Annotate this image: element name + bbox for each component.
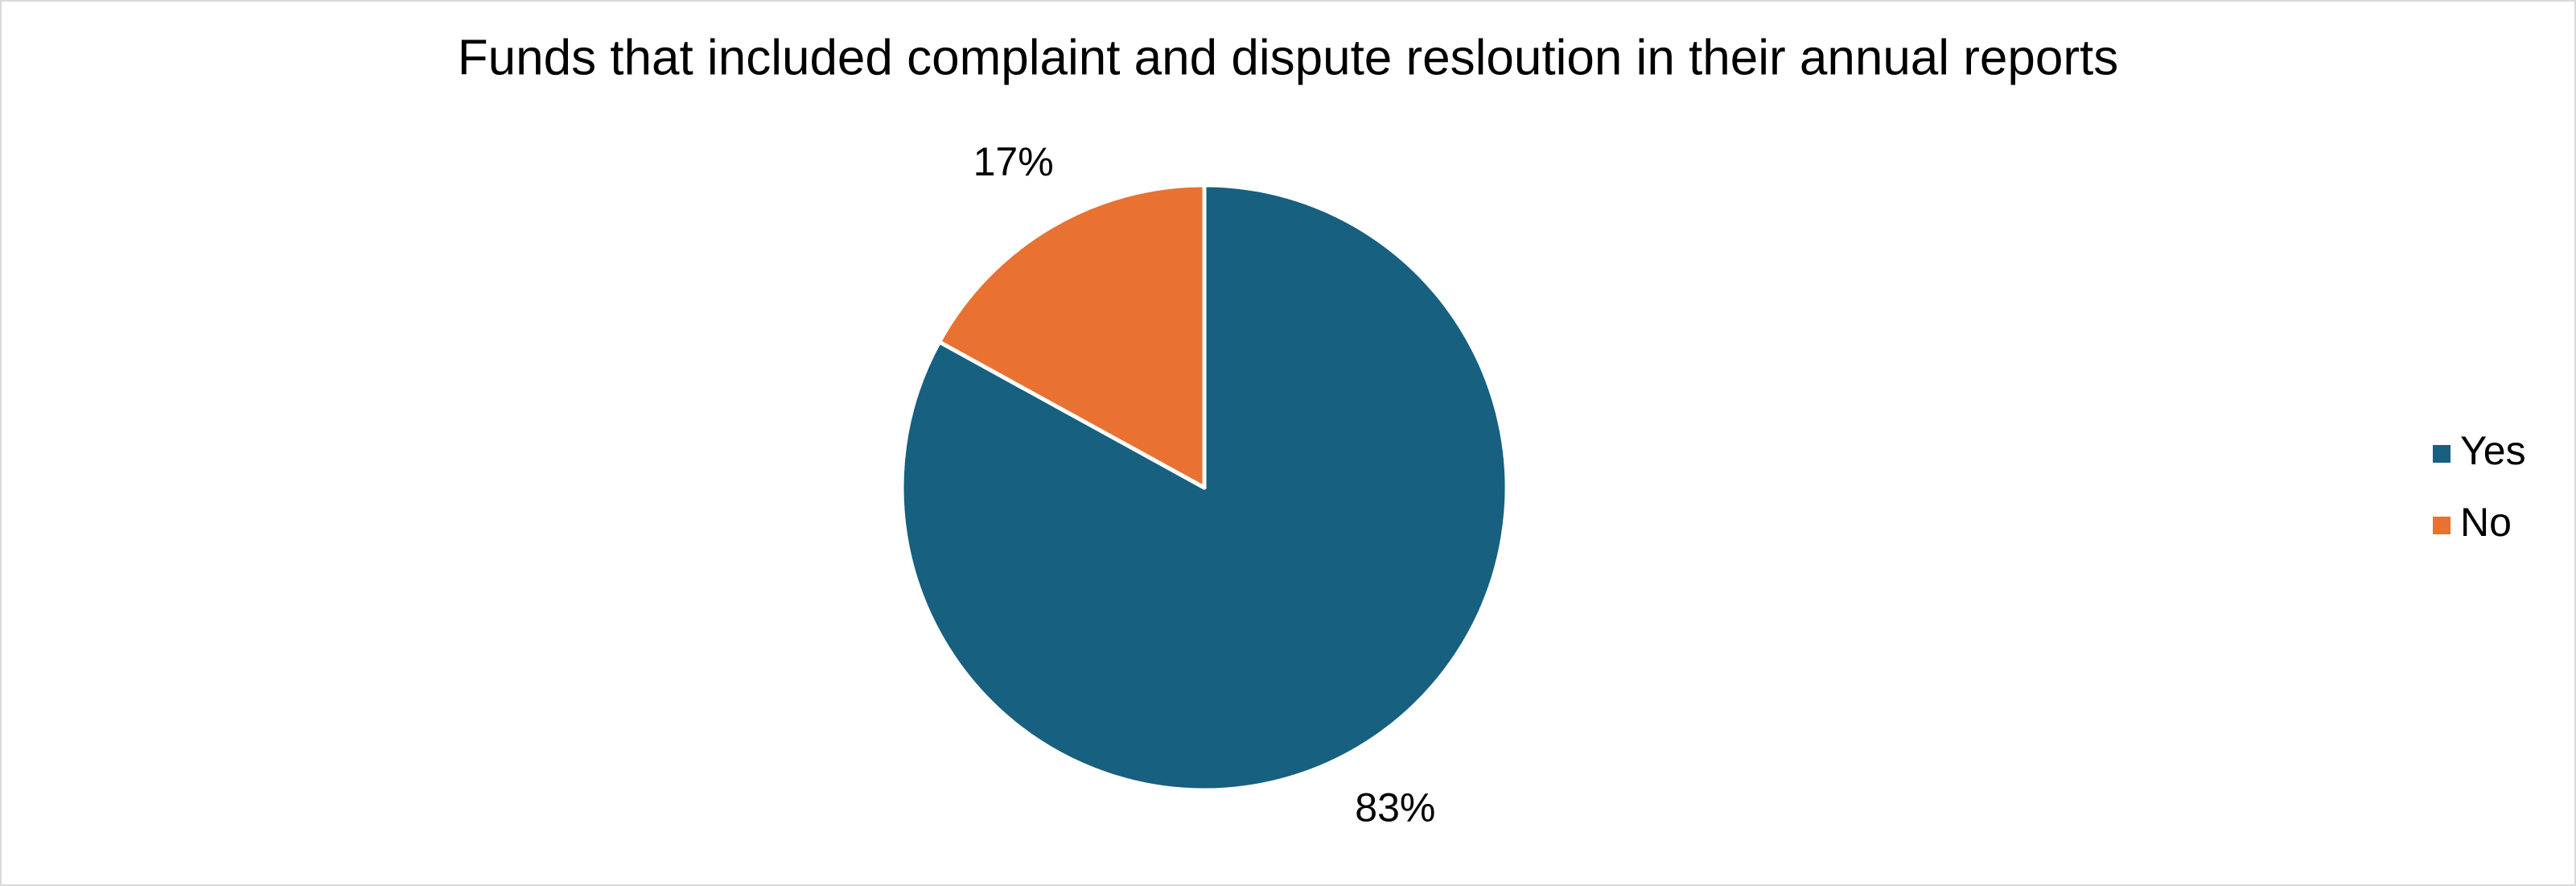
legend-marker: [2433, 517, 2450, 534]
data-label: 17%: [973, 139, 1054, 184]
legend-label: Yes: [2460, 428, 2526, 473]
legend-marker: [2433, 445, 2450, 463]
legend-label: No: [2460, 500, 2512, 545]
chart-title: Funds that included complaint and disput…: [458, 30, 2119, 85]
data-label: 83%: [1355, 785, 1435, 830]
pie-slice: [937, 183, 1207, 490]
